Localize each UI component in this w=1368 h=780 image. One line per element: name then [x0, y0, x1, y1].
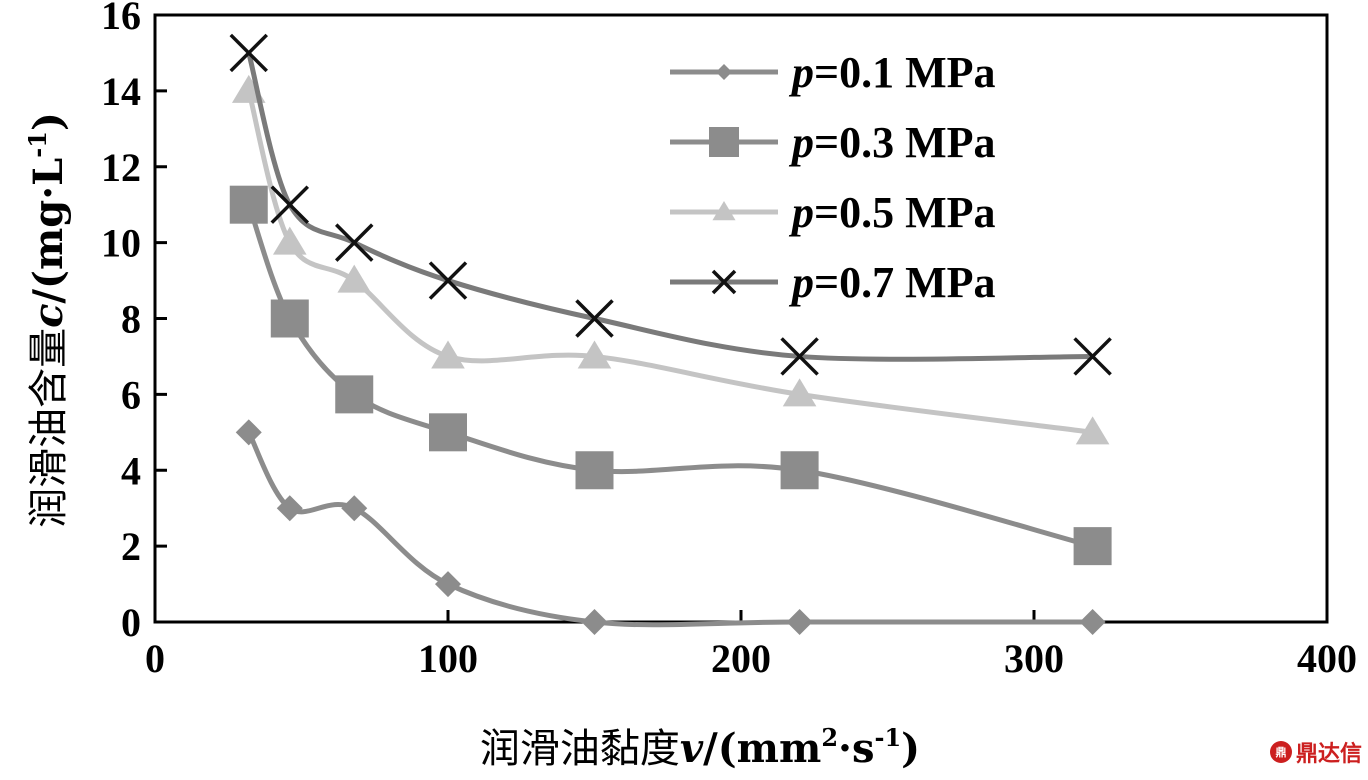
square-marker: [575, 451, 614, 490]
plot-area: [153, 13, 1329, 624]
y-tick-label: 10: [101, 221, 141, 266]
x-marker: [428, 261, 468, 300]
x-marker-stroke: [1073, 337, 1112, 376]
x-tick-label: 0: [145, 636, 165, 681]
y-tick-label: 4: [121, 448, 141, 493]
series-1: [235, 419, 1106, 635]
x-marker-stroke: [229, 33, 268, 73]
x-marker: [780, 337, 819, 376]
series-line: [246, 431, 1093, 628]
y-axis-ticks: 0 2 4 6 8 10 12 14 16: [101, 0, 167, 645]
diamond-marker: [435, 571, 461, 598]
square-marker: [429, 413, 467, 452]
diamond-marker: [276, 495, 303, 522]
x-axis-label: 润滑油黏度v/(mm2·s-1): [480, 723, 920, 772]
x-marker: [711, 269, 737, 295]
legend-label: p=0.5 MPa: [788, 188, 995, 237]
x-tick-label: 400: [1297, 636, 1357, 681]
x-tick-label: 300: [1004, 636, 1064, 681]
y-tick-label: 16: [101, 0, 141, 38]
x-marker: [575, 299, 614, 338]
x-marker-stroke: [711, 269, 737, 295]
plot-frame: [153, 13, 1329, 624]
legend: p=0.1 MPa p=0.3 MPa p=0.5 MPa p=0.7 MPa: [670, 48, 995, 307]
x-marker-stroke: [270, 185, 310, 224]
series-line: [246, 203, 1094, 549]
legend-item: p=0.1 MPa: [670, 48, 995, 97]
x-marker-stroke: [780, 337, 819, 376]
triangle-marker: [577, 340, 612, 369]
x-tick-label: 100: [418, 636, 478, 681]
x-marker: [335, 223, 374, 262]
y-axis-label: 润滑油含量c/(mg·L-1): [23, 112, 72, 528]
series-4: [229, 33, 1112, 376]
legend-label: p=0.3 MPa: [788, 118, 995, 167]
x-axis-ticks: 0 100 200 300 400: [145, 610, 1357, 681]
x-marker-stroke: [428, 261, 468, 300]
x-tick-label: 200: [711, 636, 771, 681]
legend-item: p=0.7 MPa: [670, 258, 995, 307]
diamond-marker: [1079, 609, 1106, 635]
x-marker-stroke: [335, 223, 374, 262]
triangle-marker: [712, 201, 736, 221]
diamond-marker: [786, 609, 813, 635]
watermark-text: 鼎达信: [1295, 742, 1362, 767]
y-tick-label: 8: [121, 297, 141, 342]
x-marker-stroke: [575, 299, 614, 338]
square-marker: [229, 185, 268, 224]
watermark-logo-icon: 鼎: [1269, 741, 1292, 763]
legend-label: p=0.1 MPa: [788, 48, 995, 97]
square-marker: [335, 375, 374, 414]
y-tick-label: 6: [121, 372, 141, 417]
series-2: [229, 185, 1112, 566]
diamond-marker: [581, 609, 608, 635]
x-marker: [229, 33, 268, 73]
y-tick-label: 2: [121, 524, 141, 569]
square-marker: [270, 299, 309, 338]
triangle-marker: [431, 340, 465, 369]
legend-item: p=0.5 MPa: [670, 188, 995, 237]
triangle-marker: [337, 264, 372, 293]
square-marker: [780, 451, 819, 490]
y-tick-label: 0: [121, 600, 141, 645]
square-marker: [1073, 527, 1112, 566]
triangle-marker: [782, 378, 817, 407]
diamond-marker: [341, 495, 368, 522]
diamond-marker: [235, 419, 262, 446]
triangle-marker: [1075, 416, 1110, 445]
series-layer: [229, 33, 1112, 635]
square-marker: [709, 127, 739, 157]
series-3: [231, 74, 1110, 445]
legend-label: p=0.7 MPa: [788, 258, 995, 307]
x-marker: [270, 185, 310, 224]
x-marker: [1073, 337, 1112, 376]
legend-item: p=0.3 MPa: [670, 118, 995, 167]
triangle-marker: [272, 226, 307, 255]
y-tick-label: 12: [101, 145, 141, 190]
y-tick-label: 14: [101, 69, 141, 114]
watermark: 鼎 鼎达信: [1269, 736, 1362, 768]
diamond-marker: [716, 64, 732, 80]
